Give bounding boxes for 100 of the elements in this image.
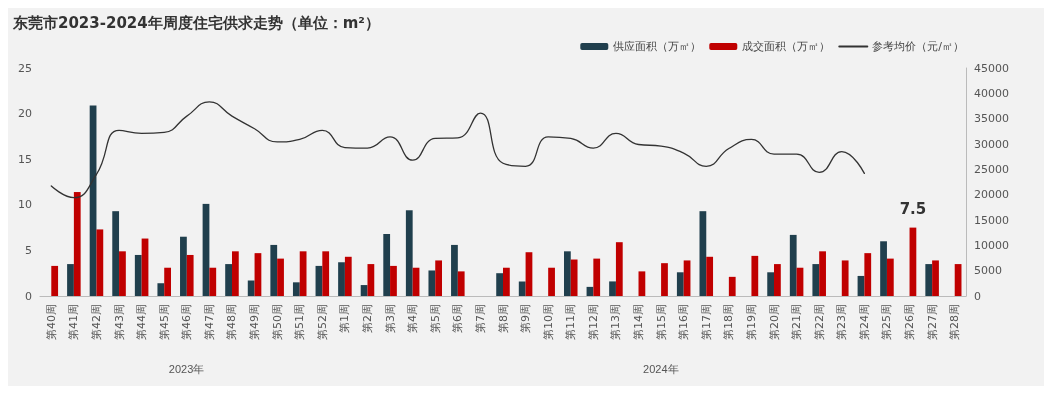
x-tick-label: 第40周 (44, 304, 58, 340)
bar (880, 241, 887, 296)
bar (819, 251, 826, 296)
x-tick-label: 第22周 (812, 304, 826, 340)
bar (615, 242, 623, 296)
y2-tick-label: 20000 (974, 188, 1009, 202)
x-tick-label: 第24周 (857, 304, 871, 340)
bar (344, 256, 352, 296)
bar (683, 260, 691, 296)
bar (789, 234, 797, 296)
legend-label: 参考均价（元/㎡） (872, 40, 965, 53)
bar (428, 270, 436, 296)
legend-label: 供应面积（万㎡） (613, 40, 702, 53)
bar (435, 260, 443, 296)
bar (457, 271, 465, 296)
y-tick-label: 5 (25, 243, 32, 257)
legend-label: 成交面积（万㎡） (742, 40, 831, 53)
x-tick-label: 第17周 (699, 304, 713, 340)
bar (706, 256, 714, 296)
bar (390, 265, 397, 296)
bar (570, 259, 578, 296)
x-tick-label: 第13周 (609, 304, 623, 340)
bar (299, 251, 307, 296)
text: 2023年 (168, 362, 205, 375)
bar (367, 264, 375, 296)
x-tick-label: 第20周 (767, 304, 781, 340)
x-tick-label: 第26周 (903, 304, 917, 340)
y-tick-label: 25 (18, 61, 32, 75)
bar (638, 271, 646, 296)
x-tick-label: 第5周 (428, 304, 442, 333)
bar (609, 281, 616, 296)
bar (292, 282, 300, 296)
x-tick-label: 第48周 (225, 304, 239, 340)
x-tick-label: 第46周 (180, 304, 194, 340)
x-tick-label: 第9周 (519, 304, 533, 333)
bar (925, 264, 933, 296)
x-tick-label: 第49周 (248, 304, 262, 340)
bar (548, 267, 555, 296)
y2-tick-label: 25000 (974, 162, 1009, 176)
bar (338, 262, 345, 296)
bar (676, 272, 684, 296)
bar (699, 211, 707, 296)
bar (728, 276, 736, 296)
bar (225, 264, 232, 296)
bar (247, 280, 255, 296)
bar (864, 253, 872, 296)
bar (277, 258, 284, 296)
x-tick-label: 第15周 (654, 304, 668, 340)
x-tick-label: 第42周 (89, 304, 103, 340)
x-tick-label: 第28周 (948, 304, 962, 340)
bar (134, 254, 142, 296)
x-tick-label: 第16周 (677, 304, 691, 340)
x-tick-label: 第12周 (586, 304, 600, 340)
x-tick-label: 第14周 (632, 304, 646, 340)
x-tick-label: 第8周 (496, 304, 510, 333)
x-tick-label: 第47周 (202, 304, 216, 340)
y-tick-label: 15 (18, 152, 32, 166)
y2-tick-label: 40000 (974, 86, 1009, 100)
x-tick-label: 第10周 (541, 304, 555, 340)
bar (812, 264, 820, 296)
y2-tick-label: 15000 (974, 213, 1009, 227)
bar (383, 233, 391, 296)
bar (51, 265, 59, 296)
x-tick-label: 第51周 (293, 304, 307, 340)
x-tick-label: 第4周 (406, 304, 420, 333)
x-tick-label: 第11周 (564, 304, 578, 340)
x-tick-label: 第7周 (473, 304, 487, 333)
x-tick-label: 第23周 (835, 304, 849, 340)
bar (112, 211, 120, 296)
bar (270, 244, 278, 296)
bar (496, 273, 503, 296)
bar (322, 251, 330, 296)
bar (661, 263, 668, 296)
x-tick-label: 第44周 (135, 304, 149, 340)
x-tick-label: 第18周 (722, 304, 736, 340)
y2-tick-label: 5000 (974, 264, 1002, 278)
bar (73, 192, 81, 296)
bar (180, 236, 187, 296)
y2-tick-label: 30000 (974, 137, 1009, 151)
bar (932, 260, 939, 296)
line-series (50, 101, 866, 199)
bar (119, 251, 126, 296)
x-tick-label: 第3周 (383, 304, 397, 333)
x-tick-label: 第50周 (270, 304, 284, 340)
x-tick-label: 第2周 (360, 304, 374, 333)
bar (451, 244, 458, 296)
text: 2024年 (643, 362, 679, 375)
data-label: 7.5 (899, 200, 927, 219)
bar (563, 251, 571, 296)
bar (503, 267, 510, 296)
x-tick-label: 第21周 (790, 304, 804, 340)
bar (186, 254, 194, 296)
bar (886, 258, 894, 296)
x-tick-label: 第43周 (112, 304, 126, 340)
y-tick-label: 20 (18, 107, 32, 121)
bar (231, 251, 239, 296)
bar (96, 229, 104, 296)
bar (164, 267, 171, 296)
y2-tick-label: 35000 (974, 112, 1009, 126)
bar (209, 267, 217, 296)
